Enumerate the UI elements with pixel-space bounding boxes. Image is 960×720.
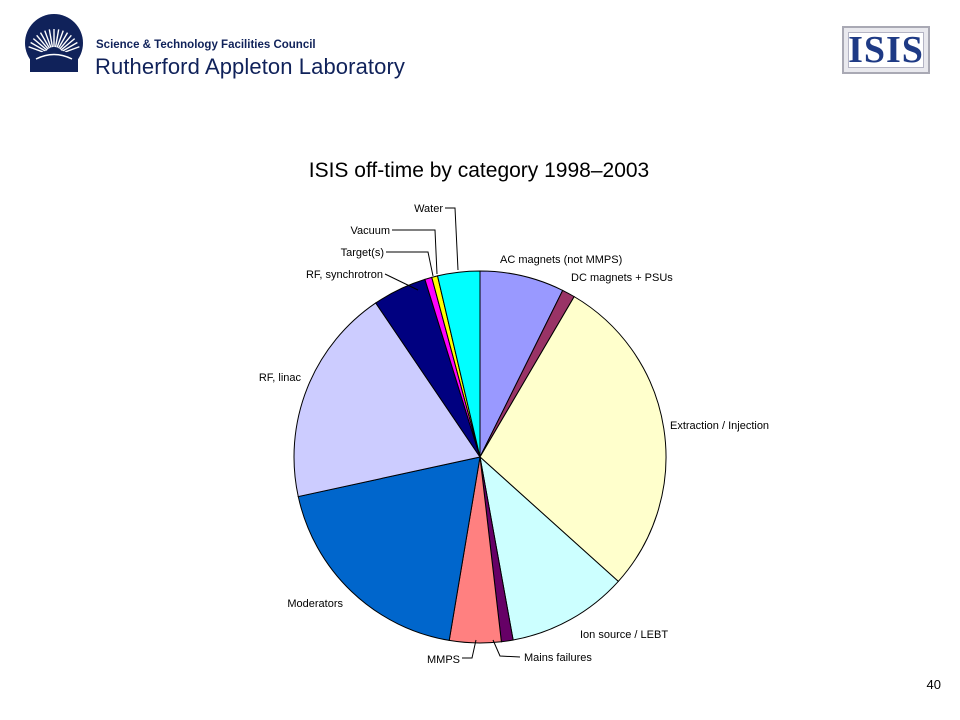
slice-label: Mains failures xyxy=(524,652,592,664)
pie-slice-ion-source-lebt xyxy=(479,455,619,641)
pie-slice-rf-linac xyxy=(293,302,481,498)
slice-label: Ion source / LEBT xyxy=(580,629,668,641)
slice-label: MMPS xyxy=(427,654,460,666)
council-name: Science & Technology Facilities Council xyxy=(96,39,316,51)
leader-line xyxy=(384,273,419,291)
pie-slice-extraction-injection xyxy=(479,295,667,583)
slice-label: AC magnets (not MMPS) xyxy=(500,254,622,266)
slice-label: Vacuum xyxy=(350,225,390,237)
slice-label: DC magnets + PSUs xyxy=(571,272,673,284)
slide-header: Science & Technology Facilities Council … xyxy=(0,0,960,90)
leader-line xyxy=(462,639,477,659)
chart-title: ISIS off-time by category 1998–2003 xyxy=(309,159,650,182)
leader-line xyxy=(492,639,521,658)
pie-slice-water xyxy=(436,270,481,458)
laboratory-name: Rutherford Appleton Laboratory xyxy=(95,54,405,79)
slice-label: Target(s) xyxy=(341,247,384,259)
stfc-sunburst-logo-icon xyxy=(25,14,83,72)
isis-logo-text: ISIS xyxy=(848,29,924,71)
pie-slice-moderators xyxy=(297,456,481,642)
slice-label: RF, linac xyxy=(259,372,302,384)
slice-label: RF, synchrotron xyxy=(306,269,383,281)
slice-label: Extraction / Injection xyxy=(670,420,769,432)
slice-label: Moderators xyxy=(287,598,343,610)
slice-label: Water xyxy=(414,203,443,215)
slide-number: 40 xyxy=(926,677,941,692)
leader-line xyxy=(386,251,434,277)
leader-line xyxy=(445,207,459,271)
leader-line xyxy=(392,229,438,275)
isis-logo: ISIS xyxy=(842,26,930,74)
